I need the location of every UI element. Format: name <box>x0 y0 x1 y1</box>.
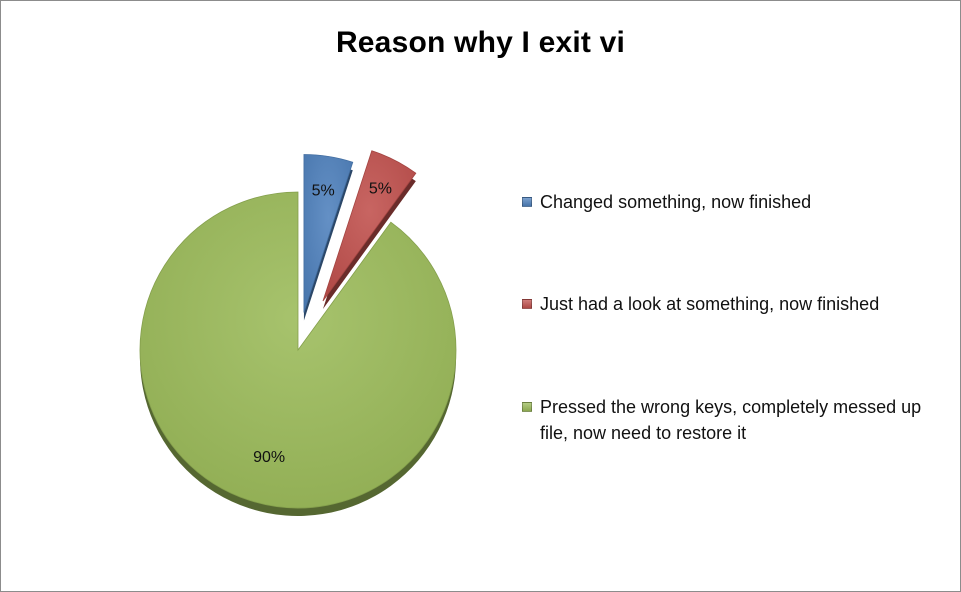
pie-slice-labels: 5% 5% 90% <box>253 180 392 465</box>
pie-slice-label-pressed-wrong-keys: 90% <box>253 449 285 466</box>
pie-slices <box>139 150 457 516</box>
legend-label: Changed something, now finished <box>540 192 812 212</box>
chart-title: Reason why I exit vi <box>335 26 626 59</box>
legend-label: Pressed the wrong keys, completely messe… <box>540 397 922 443</box>
pie-slice-just-had-a-look[interactable] <box>322 150 417 302</box>
legend-label: Just had a look at something, now finish… <box>540 294 880 314</box>
legend-swatch-red <box>522 299 532 309</box>
legend-item-just-had-a-look[interactable]: Just had a look at something, now finish… <box>522 291 952 317</box>
pie-slice-label-just-had-a-look: 5% <box>369 180 392 197</box>
pie-slice-label-changed-something: 5% <box>312 183 335 200</box>
pie-slice-changed-something[interactable] <box>303 154 354 313</box>
pie-slice-pressed-wrong-keys[interactable] <box>139 191 457 509</box>
legend-swatch-green <box>522 402 532 412</box>
legend-swatch-blue <box>522 197 532 207</box>
legend-item-changed-something[interactable]: Changed something, now finished <box>522 189 952 215</box>
legend-item-pressed-wrong-keys[interactable]: Pressed the wrong keys, completely messe… <box>522 394 952 446</box>
